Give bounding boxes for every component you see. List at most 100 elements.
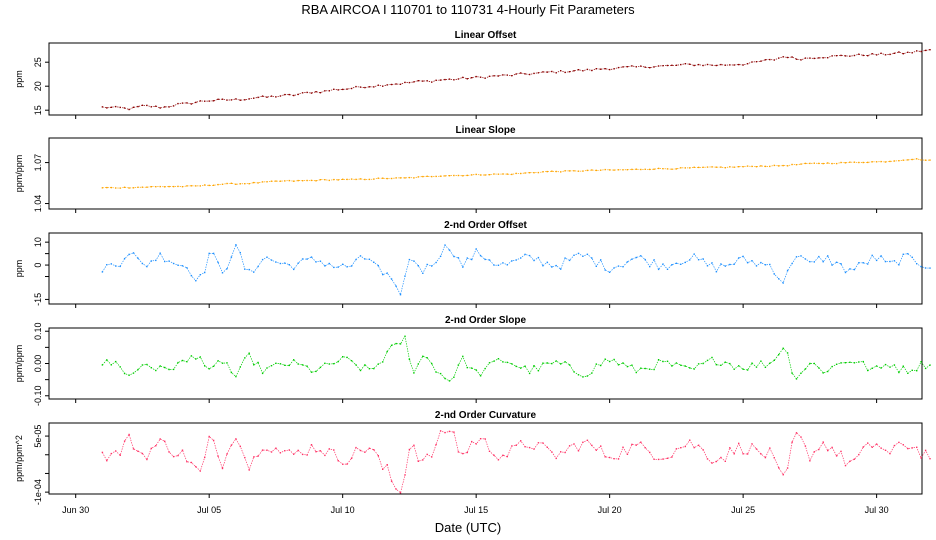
data-point <box>653 458 655 460</box>
data-point <box>417 80 419 82</box>
data-point <box>635 66 637 68</box>
data-point <box>662 360 664 363</box>
data-point <box>898 371 900 374</box>
data-point <box>279 95 282 97</box>
data-point <box>444 78 446 81</box>
data-point <box>390 480 393 482</box>
data-point <box>746 369 749 371</box>
data-point <box>261 258 264 261</box>
data-point <box>675 168 678 170</box>
data-point <box>729 64 731 66</box>
y-tick-label: 1.04 <box>33 195 43 213</box>
data-point <box>600 445 602 447</box>
data-point <box>840 362 842 364</box>
data-point <box>253 271 255 273</box>
data-point <box>328 262 330 265</box>
data-point <box>373 261 375 263</box>
data-point <box>141 262 144 265</box>
data-point <box>297 449 299 452</box>
data-point <box>800 163 802 165</box>
y-axis-label: ppm/ppm <box>14 155 24 193</box>
data-point <box>123 440 126 442</box>
data-point <box>746 63 749 65</box>
y-tick-label: 5e-05 <box>33 425 43 448</box>
data-point <box>551 70 553 73</box>
data-point <box>755 166 758 168</box>
data-point <box>920 50 922 53</box>
data-point <box>350 87 353 90</box>
data-point <box>195 280 197 282</box>
data-point <box>782 347 784 349</box>
data-point <box>301 258 304 260</box>
data-point <box>786 467 789 469</box>
data-point <box>150 186 152 188</box>
data-point <box>858 453 860 456</box>
data-point <box>101 364 104 366</box>
data-point <box>417 265 419 267</box>
data-point <box>546 261 548 263</box>
data-point <box>462 76 464 79</box>
data-point <box>662 458 664 460</box>
data-point <box>760 261 762 264</box>
data-point <box>867 369 869 372</box>
data-point <box>849 361 851 363</box>
y-axis: 1.04 1.07 <box>33 154 49 212</box>
data-point <box>417 460 419 462</box>
data-point <box>862 446 864 448</box>
data-point <box>755 366 758 368</box>
data-point <box>319 260 322 262</box>
data-point <box>862 360 864 363</box>
data-point <box>511 363 513 365</box>
data-point <box>435 443 437 446</box>
data-point <box>840 54 842 57</box>
data-point <box>195 185 197 187</box>
data-point <box>622 169 624 171</box>
data-point <box>190 185 193 187</box>
data-point <box>800 372 802 374</box>
data-point <box>190 275 193 277</box>
data-point <box>804 368 807 370</box>
data-point <box>657 65 660 67</box>
data-point <box>849 460 851 462</box>
data-point <box>288 93 290 96</box>
data-point <box>306 91 308 94</box>
panel-title: 2-nd Order Slope <box>445 315 527 326</box>
data-point <box>310 256 313 258</box>
y-tick-label: 15 <box>33 105 43 115</box>
data-point <box>653 168 655 170</box>
data-point <box>266 449 268 451</box>
y-axis-label: ppm/ppm^2 <box>14 435 24 482</box>
panel-4: 2-nd Order Slope ppm/ppm -0.10 0.00 0.10 <box>14 315 931 406</box>
data-point <box>564 361 566 363</box>
data-point <box>123 257 126 260</box>
data-point <box>368 178 371 181</box>
data-point <box>377 363 379 365</box>
data-point <box>511 445 513 447</box>
data-point <box>186 361 188 363</box>
data-point <box>755 448 758 450</box>
data-point <box>884 260 887 263</box>
data-point <box>177 454 179 457</box>
data-point <box>862 161 864 164</box>
data-point <box>622 266 624 268</box>
data-point <box>266 181 268 183</box>
data-point <box>657 268 660 271</box>
data-point <box>230 256 233 258</box>
data-point <box>880 367 882 369</box>
data-point <box>738 166 740 168</box>
data-point <box>720 63 722 66</box>
data-point <box>404 177 406 179</box>
data-point <box>555 264 557 267</box>
data-point <box>893 444 896 447</box>
data-point <box>520 172 522 175</box>
data-point <box>359 86 362 88</box>
data-point <box>301 364 304 366</box>
data-point <box>181 449 184 451</box>
data-point <box>404 474 406 476</box>
data-point <box>186 267 188 269</box>
data-point <box>297 93 299 96</box>
data-point <box>408 358 411 360</box>
data-point <box>284 364 286 366</box>
data-point <box>613 68 615 70</box>
data-point <box>502 173 504 175</box>
